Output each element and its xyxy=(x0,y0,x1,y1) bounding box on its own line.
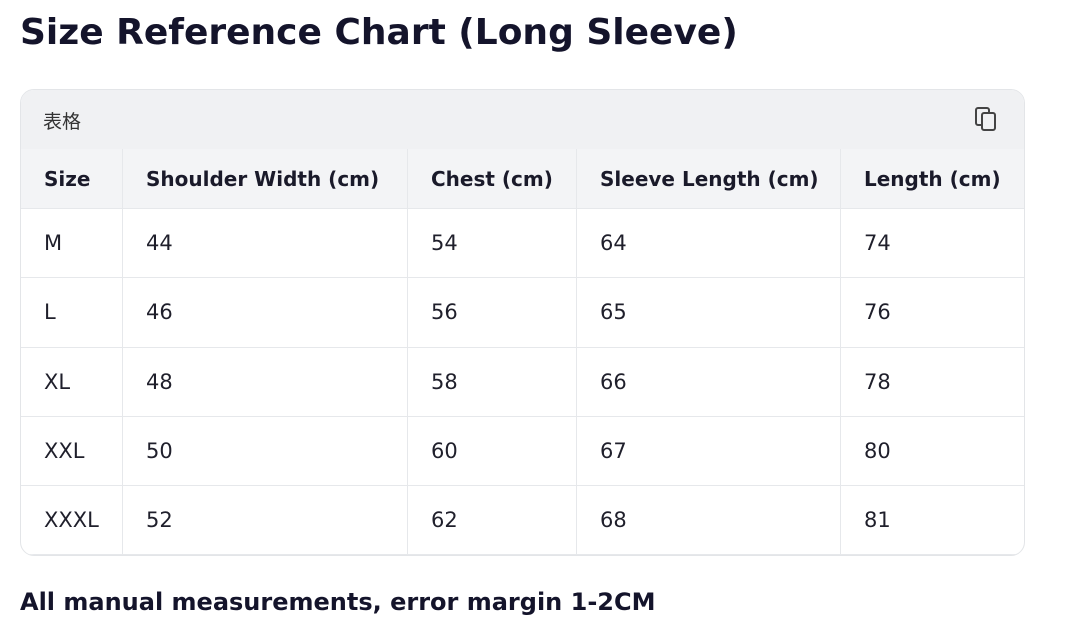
table-cell: 46 xyxy=(123,278,408,348)
column-header: Sleeve Length (cm) xyxy=(577,149,841,209)
table-cell: 66 xyxy=(577,347,841,417)
table-cell: 64 xyxy=(577,209,841,279)
column-header: Shoulder Width (cm) xyxy=(123,149,408,209)
table-card: 表格 Size Shoulder Width (cm) Chest (cm) Slee… xyxy=(20,89,1025,556)
table-cell: 76 xyxy=(841,278,1024,348)
table-cell: 62 xyxy=(408,486,577,555)
table-cell: XXXL xyxy=(21,486,123,555)
table-cell: 52 xyxy=(123,486,408,555)
table-cell: 78 xyxy=(841,348,1024,417)
table-cell: XXL xyxy=(21,416,123,487)
table-cell: 56 xyxy=(408,278,577,348)
table-cell: 80 xyxy=(841,417,1024,487)
footnote: All manual measurements, error margin 1-… xyxy=(20,588,656,616)
table-cell: 68 xyxy=(577,486,841,555)
table-cell: 48 xyxy=(123,347,408,417)
table-cell: 44 xyxy=(123,209,408,279)
column-header: Size xyxy=(21,149,123,209)
table-cell: 74 xyxy=(841,209,1024,279)
table-cell: 67 xyxy=(577,416,841,487)
table-cell: L xyxy=(21,278,123,348)
column-header: Chest (cm) xyxy=(408,149,577,209)
table-cell: XL xyxy=(21,347,123,417)
table-cell: 60 xyxy=(408,416,577,487)
page-title: Size Reference Chart (Long Sleeve) xyxy=(20,12,738,53)
table-cell: 58 xyxy=(408,347,577,417)
table-toolbar: 表格 xyxy=(21,90,1024,150)
table-cell: 65 xyxy=(577,278,841,348)
table-cell: 81 xyxy=(841,486,1024,555)
table-label: 表格 xyxy=(43,111,82,133)
table-cell: 54 xyxy=(408,209,577,279)
column-header: Length (cm) xyxy=(841,149,1024,209)
copy-button[interactable] xyxy=(974,106,998,132)
table-cell: 50 xyxy=(123,416,408,487)
table-cell: M xyxy=(21,209,123,279)
